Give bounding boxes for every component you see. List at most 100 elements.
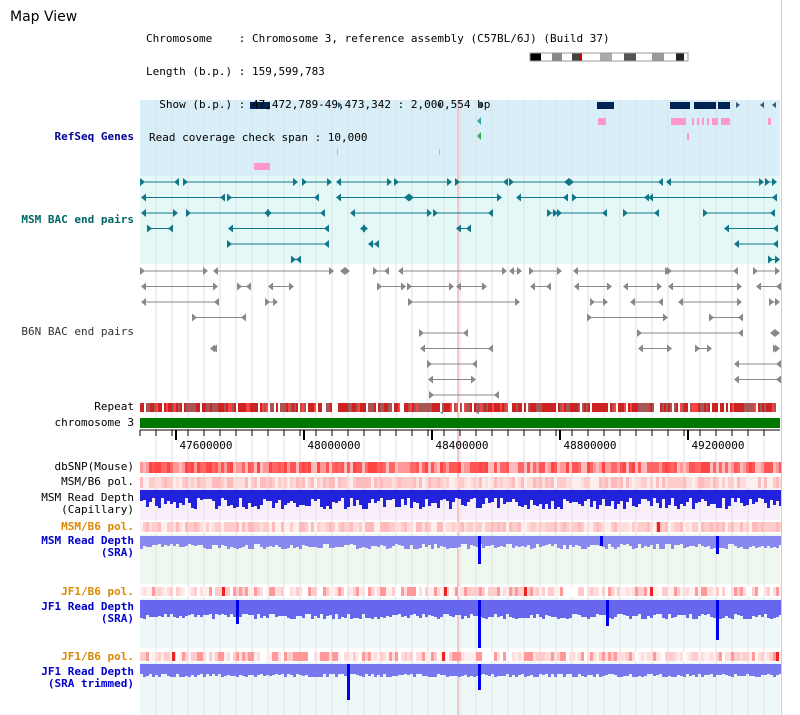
polymorphism-segment — [212, 477, 215, 488]
polymorphism-segment — [452, 477, 455, 488]
repeat-segment — [356, 403, 358, 412]
read-depth-bar — [269, 490, 272, 501]
read-depth-bar — [254, 536, 257, 544]
read-depth-bar — [671, 490, 674, 498]
track-label-jf1-b6-pol-1[interactable]: JF1/B6 pol. — [61, 585, 134, 598]
repeat-segment — [544, 403, 546, 412]
read-depth-bar — [260, 600, 263, 618]
repeat-segment — [358, 403, 360, 412]
polymorphism-segment — [692, 462, 695, 473]
track-label-refseq[interactable]: RefSeq Genes — [54, 130, 134, 143]
bac-end-marker — [769, 298, 774, 306]
read-depth-bar — [164, 490, 167, 504]
polymorphism-segment — [683, 462, 686, 473]
repeat-segment — [274, 403, 276, 412]
polymorphism-segment — [524, 462, 527, 473]
read-depth-bar — [464, 536, 467, 544]
polymorphism-segment — [518, 587, 521, 596]
polymorphism-segment — [257, 522, 260, 532]
repeat-segment — [336, 403, 338, 412]
repeat-segment — [270, 403, 272, 412]
polymorphism-segment — [182, 477, 185, 488]
track-label-msm-bac[interactable]: MSM BAC end pairs — [21, 213, 134, 226]
repeat-segment — [250, 403, 252, 412]
polymorphism-segment — [386, 462, 389, 473]
track-label-jf1-b6-pol-2[interactable]: JF1/B6 pol. — [61, 650, 134, 663]
polymorphism-segment — [542, 652, 545, 661]
polymorphism-segment — [263, 477, 266, 488]
scrollbar-track[interactable] — [781, 0, 800, 715]
polymorphism-segment — [761, 477, 764, 488]
polymorphism-segment — [278, 587, 281, 596]
polymorphism-segment — [683, 587, 686, 596]
track-label-msm-b6-pol-2[interactable]: MSM/B6 pol. — [61, 520, 134, 533]
track-label-chromosome[interactable]: chromosome 3 — [54, 416, 134, 429]
read-depth-bar — [257, 664, 260, 675]
read-depth-bar — [305, 490, 308, 506]
polymorphism-segment — [419, 652, 422, 661]
read-depth-bar — [653, 664, 656, 676]
read-depth-bar — [692, 664, 695, 675]
read-depth-bar — [620, 664, 623, 677]
polymorphism-segment — [542, 462, 545, 473]
polymorphism-segment — [590, 587, 593, 596]
track-label-repeat[interactable]: Repeat — [94, 400, 134, 413]
polymorphism-segment — [515, 652, 518, 661]
repeat-segment — [168, 403, 170, 412]
read-depth-bar — [515, 536, 518, 546]
polymorphism-segment — [308, 652, 311, 661]
polymorphism-segment — [203, 522, 206, 532]
read-depth-bar — [416, 664, 419, 674]
polymorphism-segment — [299, 522, 302, 532]
read-depth-bar — [419, 600, 422, 618]
repeat-segment — [552, 403, 554, 412]
bac-end-marker — [374, 240, 379, 248]
read-depth-bar — [704, 600, 707, 615]
read-depth-bar — [395, 490, 398, 507]
read-depth-bar — [281, 664, 284, 674]
track-label-jf1-depth-sra[interactable]: JF1 Read Depth (SRA) — [41, 600, 134, 625]
read-depth-bar — [188, 664, 191, 677]
read-depth-bar — [287, 600, 290, 618]
read-depth-bar — [719, 600, 722, 619]
read-depth-bar — [755, 600, 758, 617]
repeat-segment — [440, 403, 442, 412]
polymorphism-segment — [539, 477, 542, 488]
repeat-segment — [558, 403, 560, 412]
read-depth-bar — [647, 600, 650, 616]
repeat-segment — [184, 403, 186, 412]
read-depth-bar — [602, 536, 605, 547]
track-label-msm-b6-pol-1[interactable]: MSM/B6 pol. — [61, 475, 134, 488]
read-depth-spike — [347, 664, 350, 700]
read-depth-bar — [629, 664, 632, 674]
read-depth-bar — [383, 536, 386, 546]
read-depth-bar — [488, 664, 491, 676]
polymorphism-highlight — [657, 522, 660, 532]
polymorphism-segment — [407, 652, 410, 661]
polymorphism-segment — [272, 477, 275, 488]
repeat-segment — [226, 403, 228, 412]
track-label-b6n-bac[interactable]: B6N BAC end pairs — [21, 325, 134, 338]
read-depth-bar — [662, 600, 665, 618]
repeat-segment — [608, 403, 610, 412]
track-label-dbsnp[interactable]: dbSNP(Mouse) — [54, 460, 134, 473]
track-label-jf1-depth-trimmed[interactable]: JF1 Read Depth (SRA trimmed) — [41, 665, 134, 690]
read-depth-bar — [161, 490, 164, 498]
read-depth-bar — [440, 600, 443, 617]
polymorphism-segment — [569, 462, 572, 473]
track-label-msm-depth-capillary[interactable]: MSM Read Depth (Capillary) — [41, 491, 134, 516]
polymorphism-segment — [227, 522, 230, 532]
track-label-msm-depth-sra[interactable]: MSM Read Depth (SRA) — [41, 534, 134, 559]
repeat-segment — [326, 403, 328, 412]
bac-end-marker — [678, 298, 683, 306]
read-depth-bar — [350, 600, 353, 619]
read-depth-bar — [770, 664, 773, 675]
polymorphism-segment — [485, 462, 488, 473]
polymorphism-segment — [335, 522, 338, 532]
polymorphism-segment — [662, 462, 665, 473]
read-depth-bar — [644, 536, 647, 546]
bac-end-marker — [587, 313, 592, 322]
polymorphism-segment — [368, 587, 371, 596]
